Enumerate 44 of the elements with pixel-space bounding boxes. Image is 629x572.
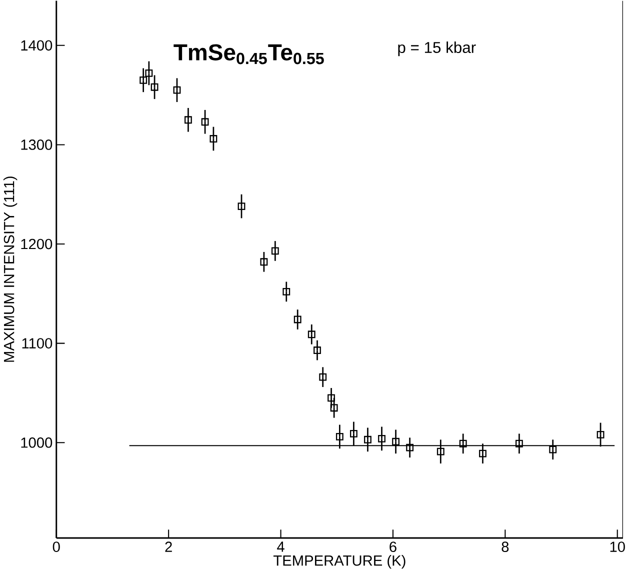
x-tick-label: 4 — [277, 542, 284, 552]
x-tick-label: 0 — [52, 542, 60, 552]
y-tick-label: 1000 — [21, 437, 52, 448]
point — [328, 394, 335, 402]
point — [350, 430, 358, 438]
y-tick-label: 1300 — [21, 139, 52, 150]
x-tick-label: 8 — [502, 542, 509, 552]
point — [150, 83, 158, 91]
x-axis-title: TEMPERATURE (K) — [273, 554, 406, 569]
point — [282, 288, 290, 296]
point — [140, 76, 148, 84]
point — [459, 440, 467, 448]
point — [378, 434, 386, 442]
point — [294, 316, 302, 324]
x-tick-label: 10 — [610, 542, 625, 552]
point — [184, 116, 192, 124]
point — [479, 450, 486, 458]
text: TmSe$_{0.45}$Te$_{0.55}$ — [174, 44, 324, 64]
point — [260, 258, 268, 266]
point — [314, 346, 321, 354]
point — [336, 432, 344, 440]
point — [271, 247, 279, 255]
y-tick-label: 1100 — [22, 338, 52, 348]
point — [436, 448, 444, 456]
y-tick-label: 1200 — [21, 238, 52, 250]
point — [308, 330, 316, 338]
point — [201, 118, 209, 126]
point — [392, 438, 400, 446]
y-axis-title: MAXIMUM INTENSITY (111) — [3, 176, 18, 362]
point — [210, 134, 218, 142]
point — [596, 430, 604, 438]
point — [145, 69, 153, 77]
x-tick-label: 6 — [390, 542, 396, 552]
point — [549, 446, 557, 454]
point — [330, 404, 338, 412]
y-tick-label: 1400 — [21, 40, 52, 51]
point — [319, 373, 327, 381]
point — [406, 444, 414, 452]
point — [515, 440, 523, 448]
annotation: p = 15 kbar — [398, 41, 476, 56]
point — [364, 436, 372, 444]
point — [238, 202, 246, 210]
x-tick-label: 2 — [165, 542, 172, 552]
point — [173, 86, 181, 94]
